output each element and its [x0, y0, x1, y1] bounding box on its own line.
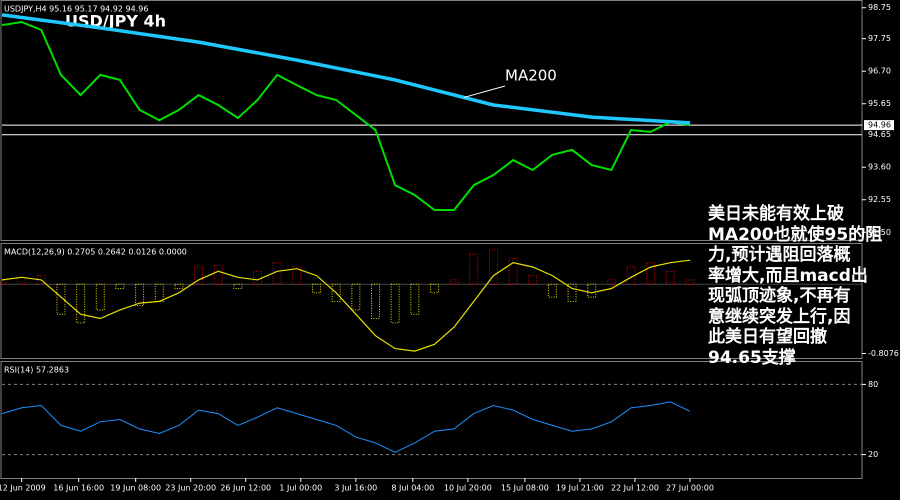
macd-bar	[685, 279, 695, 285]
annotation-pointer	[463, 85, 506, 98]
x-tick-label: 12 Jun 2009	[0, 484, 46, 493]
y-tick-label: 97.75	[868, 34, 891, 43]
note-line: 此美日有望回撤	[708, 327, 827, 347]
x-tick-label: 16 Jun 16:00	[53, 484, 104, 493]
panel-header: RSI(14) 57.2863	[4, 366, 69, 375]
macd-bar	[488, 249, 498, 285]
macd-bar	[154, 283, 164, 302]
macd-bar	[410, 283, 420, 315]
x-tick-label: 22 Jul 12:00	[611, 484, 659, 493]
macd-bar	[390, 283, 400, 324]
series-line	[1, 259, 691, 352]
panel-header: USDJPY,H4 95.16 95.17 94.92 94.96	[4, 5, 148, 14]
macd-bar	[233, 283, 243, 289]
chart-title: USD/JPY 4h	[65, 12, 166, 31]
price-label: 94.65	[868, 130, 891, 139]
macd-bar	[272, 262, 282, 285]
y-tick-label: 93.60	[868, 163, 891, 172]
price-label: 94.96	[868, 121, 891, 130]
macd-bar	[665, 270, 675, 285]
y-tick-label: 91.50	[868, 228, 891, 237]
note-line: 力,预计遇阻回落概	[708, 245, 851, 265]
price-label-box	[864, 120, 894, 131]
x-tick-label: 3 Jul 16:00	[334, 484, 377, 493]
macd-bar	[547, 283, 557, 298]
x-tick-label: 26 Jun 12:00	[220, 484, 271, 493]
x-tick-label: 19 Jun 08:00	[110, 484, 161, 493]
macd-bar	[135, 283, 145, 307]
y-tick-label: 20	[868, 450, 878, 459]
macd-bar	[253, 270, 263, 285]
x-tick-label: 10 Jul 20:00	[444, 484, 492, 493]
y-tick-label: 92.55	[868, 195, 891, 204]
panel-border	[0, 0, 863, 241]
panel-border	[0, 361, 863, 479]
note-line: 率增大,而且macd出	[708, 265, 868, 286]
macd-bar	[56, 283, 66, 315]
macd-bar	[115, 283, 125, 289]
y-tick-label: 95.65	[868, 99, 891, 108]
macd-bar	[17, 276, 27, 285]
x-tick-label: 1 Jul 00:00	[279, 484, 322, 493]
macd-bar	[351, 283, 361, 311]
panel-border	[0, 243, 863, 359]
macd-bar	[0, 279, 7, 285]
macd-bar	[174, 283, 184, 289]
macd-bar	[508, 257, 518, 285]
x-tick-label: 8 Jul 04:00	[391, 484, 434, 493]
note-line: 意继续突发上行,因	[708, 306, 851, 327]
y-tick-label: 96.70	[868, 67, 891, 76]
note-line: 现弧顶迹象,不再有	[708, 286, 851, 306]
note-line: MA200也就使95的阻	[708, 224, 883, 245]
macd-bar	[370, 283, 380, 320]
macd-bar	[312, 283, 322, 294]
macd-bar	[646, 262, 656, 285]
macd-bar	[36, 275, 46, 285]
x-tick-label: 19 Jul 21:00	[556, 484, 604, 493]
x-tick-label: 27 Jul 00:00	[666, 484, 714, 493]
annotation: MA200	[505, 67, 557, 85]
series-line	[1, 20, 691, 211]
note-line: 94.65支撑	[708, 347, 796, 368]
commentary: 美日未能有效上破 MA200也就使95的阻 力,预计遇阻回落概 率增大,而且macd出…	[708, 204, 898, 368]
macd-bar	[449, 279, 459, 285]
y-tick-label: 98.75	[868, 3, 891, 12]
y-tick-label: 80	[868, 380, 878, 389]
series-line	[1, 13, 691, 125]
y-tick-label: -0.8076	[868, 349, 899, 358]
macd-bar	[76, 283, 86, 324]
macd-bar	[213, 264, 223, 285]
series-line	[1, 401, 691, 453]
x-tick-label: 15 Jul 08:00	[501, 484, 549, 493]
macd-bar	[606, 279, 616, 285]
panel-header: MACD(12,26,9) 0.2705 0.2642 0.0126 0.000…	[4, 248, 187, 257]
macd-bar	[587, 283, 597, 298]
macd-bar	[429, 283, 439, 294]
macd-bar	[528, 275, 538, 285]
macd-bar	[469, 253, 479, 285]
macd-bar	[95, 283, 105, 311]
note-line: 美日未能有效上破	[708, 204, 844, 224]
x-tick-label: 23 Jun 20:00	[165, 484, 216, 493]
